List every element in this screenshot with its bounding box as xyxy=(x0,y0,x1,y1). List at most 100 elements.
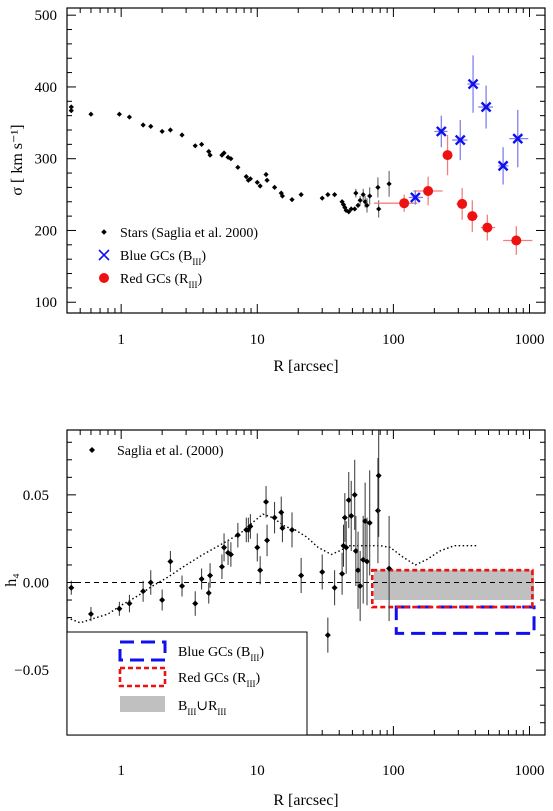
legend-stars-marker xyxy=(101,229,107,235)
red-box xyxy=(370,568,534,609)
sigma-ytick-label: 300 xyxy=(35,152,58,168)
blue-gc-point xyxy=(454,134,466,146)
h4-point xyxy=(298,572,305,579)
h4-point xyxy=(386,565,393,572)
sigma-xtick-label: 1 xyxy=(117,332,125,348)
sigma-legend-marks xyxy=(98,229,110,283)
h4-xtick-label: 1 xyxy=(117,763,125,779)
h4-point xyxy=(126,600,133,607)
blue-gc-point xyxy=(512,133,524,144)
h4-point xyxy=(278,509,285,516)
legend-stars: Stars (Saglia et al. 2000) xyxy=(120,226,258,241)
star-point xyxy=(264,177,270,183)
star-point xyxy=(346,209,352,215)
h4-point xyxy=(205,590,212,597)
sigma-panel: 1 10 100 1000 100 200 300 400 500 R [arcsec] σ [… xyxy=(9,7,546,375)
h4-point xyxy=(352,547,359,554)
h4-ytick-label: 0.00 xyxy=(23,576,49,592)
h4-ytick-label: −0.05 xyxy=(14,663,49,679)
h4-point xyxy=(348,512,355,519)
legend-saglia-marker xyxy=(89,447,95,453)
legend-union-box-marker xyxy=(120,696,165,712)
star-point xyxy=(298,191,304,198)
red-gc-point xyxy=(482,222,493,233)
h4-point xyxy=(343,544,350,551)
h4-data xyxy=(67,430,477,653)
sigma-ylabel: σ [ km s⁻¹] xyxy=(9,124,26,195)
star-point xyxy=(254,179,260,185)
sigma-ytick-label: 100 xyxy=(35,295,58,311)
h4-panel: 1 10 100 1000 −0.05 0.00 0.05 R [arcsec] h₄ Sa… xyxy=(3,429,546,809)
star-point xyxy=(247,176,253,182)
red-gc-point xyxy=(442,150,453,161)
star-point xyxy=(221,150,227,156)
h4-point xyxy=(264,537,271,544)
star-point xyxy=(179,132,185,138)
h4-tick-labels: 1 10 100 1000 −0.05 0.00 0.05 xyxy=(14,488,544,779)
h4-point xyxy=(331,584,338,591)
legend-blue-box-marker xyxy=(118,640,167,662)
h4-point xyxy=(324,632,331,639)
h4-boxes xyxy=(370,568,536,635)
sigma-xtick-label: 1000 xyxy=(514,332,544,348)
h4-xtick-label: 100 xyxy=(382,763,405,779)
legend-union-box: BIII∪RIII xyxy=(178,699,226,717)
legend-red-marker xyxy=(99,273,109,283)
sigma-xtick-label: 10 xyxy=(250,332,265,348)
star-point xyxy=(375,184,381,191)
h4-point xyxy=(221,544,228,551)
h4-point xyxy=(87,611,94,618)
star-point xyxy=(207,152,213,158)
h4-point xyxy=(375,472,382,479)
h4-legend-bottom-marks xyxy=(118,640,167,712)
star-point xyxy=(88,111,94,117)
star-point xyxy=(376,206,382,212)
sigma-ytick-label: 500 xyxy=(35,8,58,24)
h4-point xyxy=(257,567,264,574)
star-point xyxy=(199,141,205,147)
h4-xlabel: R [arcsec] xyxy=(273,792,338,809)
blue-gc-point xyxy=(435,126,447,137)
star-point xyxy=(352,206,358,212)
star-point xyxy=(159,128,165,135)
h4-point xyxy=(339,570,346,577)
model-curve xyxy=(67,513,477,624)
h4-legend-frame xyxy=(66,631,308,736)
h4-legend-top-mark xyxy=(89,447,95,453)
star-point xyxy=(353,190,359,196)
red-gc-point xyxy=(467,211,478,222)
h4-point xyxy=(357,583,364,590)
sigma-ytick-label: 400 xyxy=(35,80,58,96)
h4-point xyxy=(68,584,75,591)
star-point xyxy=(271,184,278,191)
sigma-xlabel: R [arcsec] xyxy=(273,358,338,375)
h4-point xyxy=(167,558,174,565)
star-point xyxy=(116,111,122,117)
star-point xyxy=(68,104,74,110)
h4-point xyxy=(341,514,348,521)
star-point xyxy=(343,207,349,213)
legend-red-gcs: Red GCs (RIII) xyxy=(120,272,202,290)
h4-point xyxy=(271,514,278,521)
legend-saglia: Saglia et al. (2000) xyxy=(117,444,224,459)
star-point xyxy=(167,127,173,133)
h4-point xyxy=(218,563,225,570)
legend-red-box: Red GCs (RIII) xyxy=(178,671,260,689)
blue-gc-point xyxy=(480,101,492,113)
star-point xyxy=(257,183,263,189)
red-gc-point xyxy=(511,235,522,246)
union-box xyxy=(373,570,535,601)
sigma-data xyxy=(68,55,533,255)
h4-point xyxy=(355,567,362,574)
star-point xyxy=(289,197,295,203)
red-gc-point xyxy=(399,198,410,209)
star-point xyxy=(319,195,325,201)
h4-point xyxy=(351,491,358,498)
sigma-tick-labels: 1 10 100 1000 100 200 300 400 500 xyxy=(35,8,545,348)
star-point xyxy=(235,164,241,170)
h4-ylabel: h₄ xyxy=(3,573,20,587)
red-gc-point xyxy=(423,186,434,196)
blue-gc-point xyxy=(467,78,479,90)
blue-gc-point xyxy=(497,160,509,172)
